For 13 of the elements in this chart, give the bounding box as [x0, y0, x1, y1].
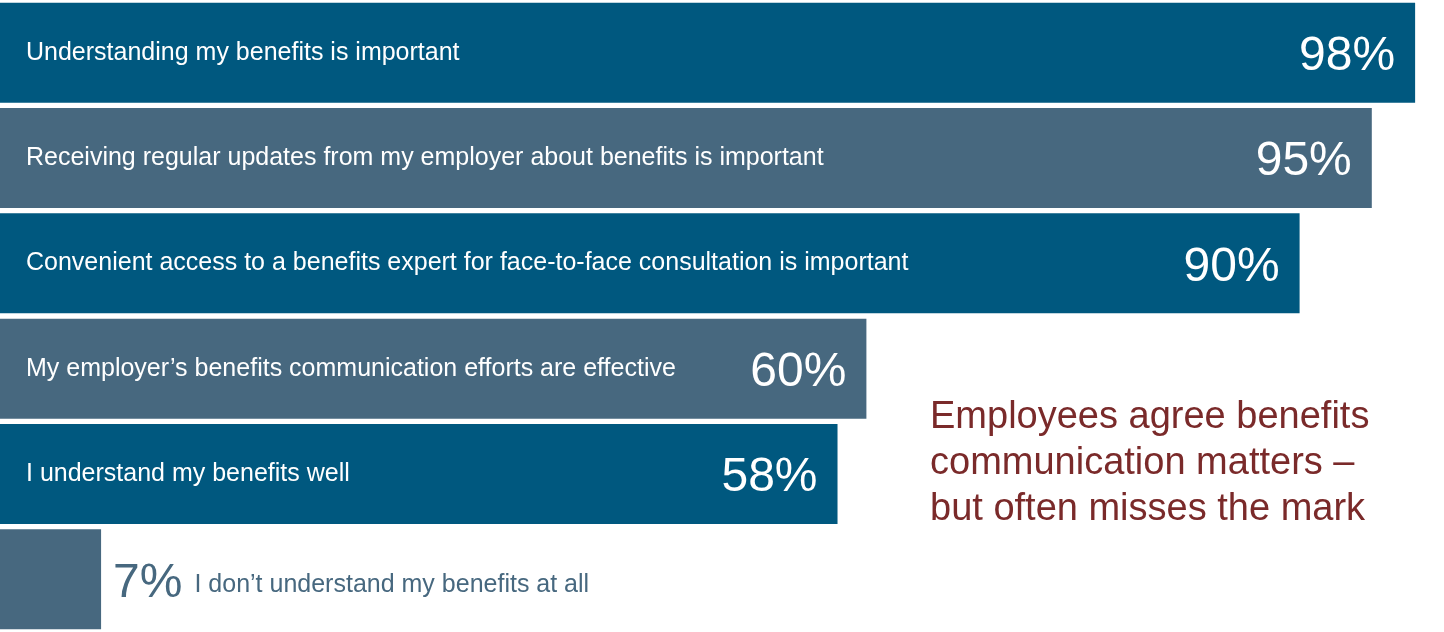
y-tick-label: Understanding my benefits is important [26, 36, 460, 65]
text: Employees agree benefits communication matters – but often misses the mark [930, 393, 1370, 530]
y-tick-label: My employer’s benefits communication efforts are effective [26, 352, 676, 381]
y-tick-label: Convenient access to a benefits expert for face-to-face consultation is important [26, 247, 909, 276]
data-label: 60% [750, 342, 847, 396]
data-label: 7% [113, 553, 183, 607]
y-tick-label: Receiving regular updates from my employer about benefits is important [26, 141, 824, 170]
data-label: 95% [1255, 132, 1352, 186]
y-tick-label: I understand my benefits well [26, 457, 350, 486]
data-label: 58% [721, 448, 818, 502]
data-label: 90% [1183, 237, 1280, 291]
y-tick-label: I don’t understand my benefits at all [194, 569, 590, 598]
data-label: 98% [1299, 26, 1396, 80]
